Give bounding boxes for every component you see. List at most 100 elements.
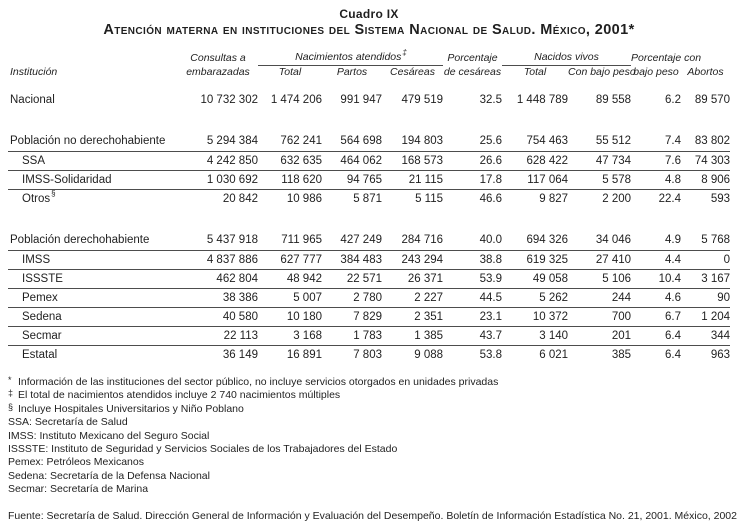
- col-nv-total: Total: [523, 66, 547, 78]
- cell-value: 1 474 206: [270, 93, 322, 106]
- cell-value: 38 386: [178, 288, 258, 308]
- cell-value: 627 777: [258, 250, 322, 270]
- col-pct-cesareas-line1: Porcentaje: [447, 51, 498, 64]
- cell-value: 22 571: [322, 269, 382, 289]
- cell-value: 7.6: [631, 151, 682, 171]
- cell-value: 1 783: [322, 326, 382, 346]
- cell-value: 9 827: [539, 192, 569, 205]
- colgroup-nacimientos: Nacimientos atendidos‡: [258, 48, 444, 66]
- cell-value: 462 804: [178, 269, 258, 289]
- cell-value: 23.1: [443, 307, 503, 327]
- cell-value: 1 030 692: [178, 170, 258, 190]
- cell-value: 7 803: [353, 348, 382, 361]
- cell-value: 8 906: [681, 170, 731, 190]
- row-label: IMSS: [8, 250, 178, 270]
- section-gap: [8, 80, 730, 90]
- cell-value: 3 168: [258, 326, 322, 346]
- source-citation: Fuente: Secretaría de Salud. Dirección G…: [8, 509, 737, 522]
- footnote-marker: §: [8, 401, 14, 412]
- cell-value: 36 149: [222, 348, 258, 361]
- cell-value: 6.4: [631, 326, 682, 346]
- cell-value: 38.8: [443, 250, 503, 270]
- cell-value: 26.6: [443, 151, 503, 171]
- statistics-table: Consultas a Nacimientos atendidos‡ Porce…: [8, 48, 731, 364]
- cell-value: 6.4: [665, 348, 682, 361]
- col-na-cesareas: Cesáreas: [390, 66, 435, 78]
- cell-value: 4.8: [631, 170, 682, 190]
- footnote-text: Sedena: Secretaría de la Defensa Naciona…: [8, 469, 210, 482]
- col-consultas-line1: Consultas a: [190, 51, 246, 64]
- footnote-text: Pemex: Petróleos Mexicanos: [8, 456, 144, 469]
- cell-value: 244: [568, 288, 632, 308]
- cell-value: 4.6: [631, 288, 682, 308]
- cell-value: 5 578: [568, 170, 632, 190]
- cell-value: 25.6: [443, 132, 503, 152]
- table-header: Consultas a Nacimientos atendidos‡ Porce…: [8, 48, 730, 81]
- cell-value: 49 058: [502, 269, 569, 289]
- cell-value: 963: [710, 348, 731, 361]
- cell-value: 32.5: [479, 93, 503, 106]
- cell-value: 479 519: [401, 93, 444, 106]
- cell-value: 700: [568, 307, 632, 327]
- cell-value: 5 437 918: [178, 231, 258, 251]
- cell-value: 5 294 384: [178, 132, 258, 152]
- cell-value: 284 716: [382, 231, 444, 251]
- row-label: Población no derechohabiente: [8, 132, 178, 152]
- cell-value: 427 249: [322, 231, 382, 251]
- cell-value: 1 385: [382, 326, 444, 346]
- cell-value: 5 262: [502, 288, 569, 308]
- cell-value: 4.9: [631, 231, 682, 251]
- cell-value: 754 463: [502, 132, 569, 152]
- footnotes-block: * Información de las instituciones del se…: [8, 375, 730, 497]
- cell-value: 5 871: [353, 192, 382, 205]
- cell-value: 593: [710, 192, 731, 205]
- cell-value: 46.6: [479, 192, 503, 205]
- footnote-text: Incluye Hospitales Universitarios y Niño…: [18, 402, 244, 415]
- table-row: Secmar 22 113 3 168 1 783 1 385 43.7 3 140 201 6…: [8, 326, 731, 346]
- cell-value: 3 167: [681, 269, 731, 289]
- cell-value: 2 780: [322, 288, 382, 308]
- cell-value: 5 007: [258, 288, 322, 308]
- cell-value: 53.8: [479, 348, 503, 361]
- table-row: IMSS 4 837 886 627 777 384 483 243 294 38.8 61…: [8, 250, 731, 270]
- cell-value: 55 512: [568, 132, 632, 152]
- cell-value: 628 422: [502, 151, 569, 171]
- cell-value: 168 573: [382, 151, 444, 171]
- cell-value: 40.0: [443, 231, 503, 251]
- cell-value: 10 732 302: [200, 93, 258, 106]
- footnote-text: ISSSTE: Instituto de Seguridad y Servici…: [8, 443, 398, 456]
- cell-value: 20 842: [222, 192, 258, 205]
- table-row: SSA 4 242 850 632 635 464 062 168 573 26.6 628…: [8, 151, 731, 171]
- cell-value: 384 483: [322, 250, 382, 270]
- cell-value: 27 410: [568, 250, 632, 270]
- cell-value: 94 765: [322, 170, 382, 190]
- footnote-text: Información de las instituciones del sec…: [18, 376, 499, 388]
- cell-value: 385: [611, 348, 632, 361]
- cell-value: 1 448 789: [516, 93, 569, 106]
- cell-value: 4 242 850: [178, 151, 258, 171]
- cell-value: 5 115: [415, 192, 444, 205]
- footnote-line: IMSS: Instituto Mexicano del Seguro Soci…: [8, 430, 730, 443]
- footnote-marker: *: [8, 375, 12, 385]
- cell-value: 564 698: [322, 132, 382, 152]
- cell-value: 17.8: [443, 170, 503, 190]
- footnote-line: Pemex: Petróleos Mexicanos: [8, 456, 730, 469]
- cell-value: 6 021: [539, 348, 569, 361]
- footnote-line: ‡ El total de nacimientos atendidos inclu…: [8, 388, 730, 402]
- col-nv-bajo-peso: Con bajo peso: [568, 66, 636, 78]
- col-consultas-line2: embarazadas: [186, 66, 250, 78]
- cell-value: 0: [681, 250, 731, 270]
- cell-value: 10 372: [502, 307, 569, 327]
- cell-value: 694 326: [502, 231, 569, 251]
- cell-value: 16 891: [286, 348, 322, 361]
- footnote-line: ISSSTE: Instituto de Seguridad y Servici…: [8, 443, 730, 456]
- cell-value: 74 303: [681, 151, 731, 171]
- cell-value: 5 106: [568, 269, 632, 289]
- colgroup-nacimientos-label: Nacimientos atendidos: [295, 51, 402, 63]
- row-label: IMSS-Solidaridad: [8, 170, 178, 190]
- col-na-total: Total: [278, 66, 302, 78]
- cell-value: 118 620: [258, 170, 322, 190]
- cell-value: 2 200: [602, 192, 632, 205]
- header-sub-row: Institución embarazadas Total Partos Ces…: [8, 66, 730, 81]
- cell-value: 6.7: [631, 307, 682, 327]
